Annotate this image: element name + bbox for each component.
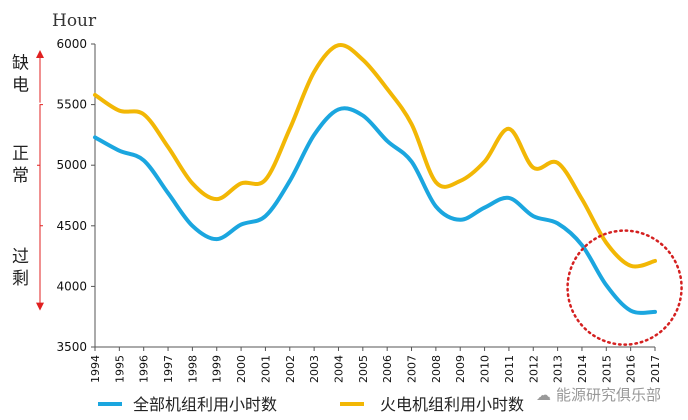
y-tick-label: 6000	[56, 37, 87, 51]
wechat-icon: ☁	[536, 386, 551, 404]
y-tick-label: 4000	[56, 279, 87, 293]
highlight-circle	[566, 229, 683, 346]
x-tick-label: 2006	[381, 355, 394, 383]
x-tick-label: 2011	[503, 355, 516, 383]
legend-label: 全部机组利用小时数	[133, 395, 277, 414]
x-tick-label: 2001	[259, 355, 272, 383]
y-tick-label: 4500	[56, 219, 87, 233]
x-tick-label: 1999	[211, 355, 224, 383]
zone-label-normal: 常	[12, 166, 29, 186]
x-tick-label: 2010	[479, 355, 492, 383]
x-tick-label: 1995	[113, 355, 126, 383]
zone-label-shortage: 电	[12, 75, 29, 95]
normal-bracket	[37, 104, 43, 227]
zone-label-normal: 正	[12, 144, 29, 164]
y-axis-unit: Hour	[52, 11, 97, 31]
x-tick-label: 1994	[89, 355, 102, 383]
x-tick-label: 2015	[600, 355, 613, 383]
x-tick-label: 2017	[649, 355, 662, 383]
legend-label: 火电机组利用小时数	[380, 395, 524, 414]
x-tick-label: 2013	[552, 355, 565, 383]
x-tick-label: 2016	[625, 355, 638, 383]
x-tick-label: 2000	[235, 355, 248, 383]
x-tick-label: 2014	[576, 355, 589, 383]
x-tick-label: 1998	[186, 355, 199, 383]
x-tick-label: 2003	[308, 355, 321, 383]
series-line-0	[93, 106, 657, 315]
zone-label-surplus: 剩	[12, 269, 29, 289]
x-tick-label: 2005	[357, 355, 370, 383]
zone-label-surplus: 过	[12, 247, 29, 267]
x-tick-label: 2008	[430, 355, 443, 383]
watermark: 能源研究俱乐部	[556, 386, 661, 404]
series-line-1	[93, 42, 657, 269]
y-tick-label: 3500	[56, 340, 87, 354]
x-tick-label: 2004	[332, 355, 345, 383]
x-tick-label: 1997	[162, 355, 175, 383]
zone-label-shortage: 缺	[12, 53, 29, 73]
x-tick-label: 2012	[527, 355, 540, 383]
x-tick-label: 2009	[454, 355, 467, 383]
x-tick-label: 1996	[138, 355, 151, 383]
y-tick-label: 5500	[56, 98, 87, 112]
x-tick-label: 2002	[284, 355, 297, 383]
y-tick-label: 5000	[56, 158, 87, 172]
x-tick-label: 2007	[406, 355, 419, 383]
